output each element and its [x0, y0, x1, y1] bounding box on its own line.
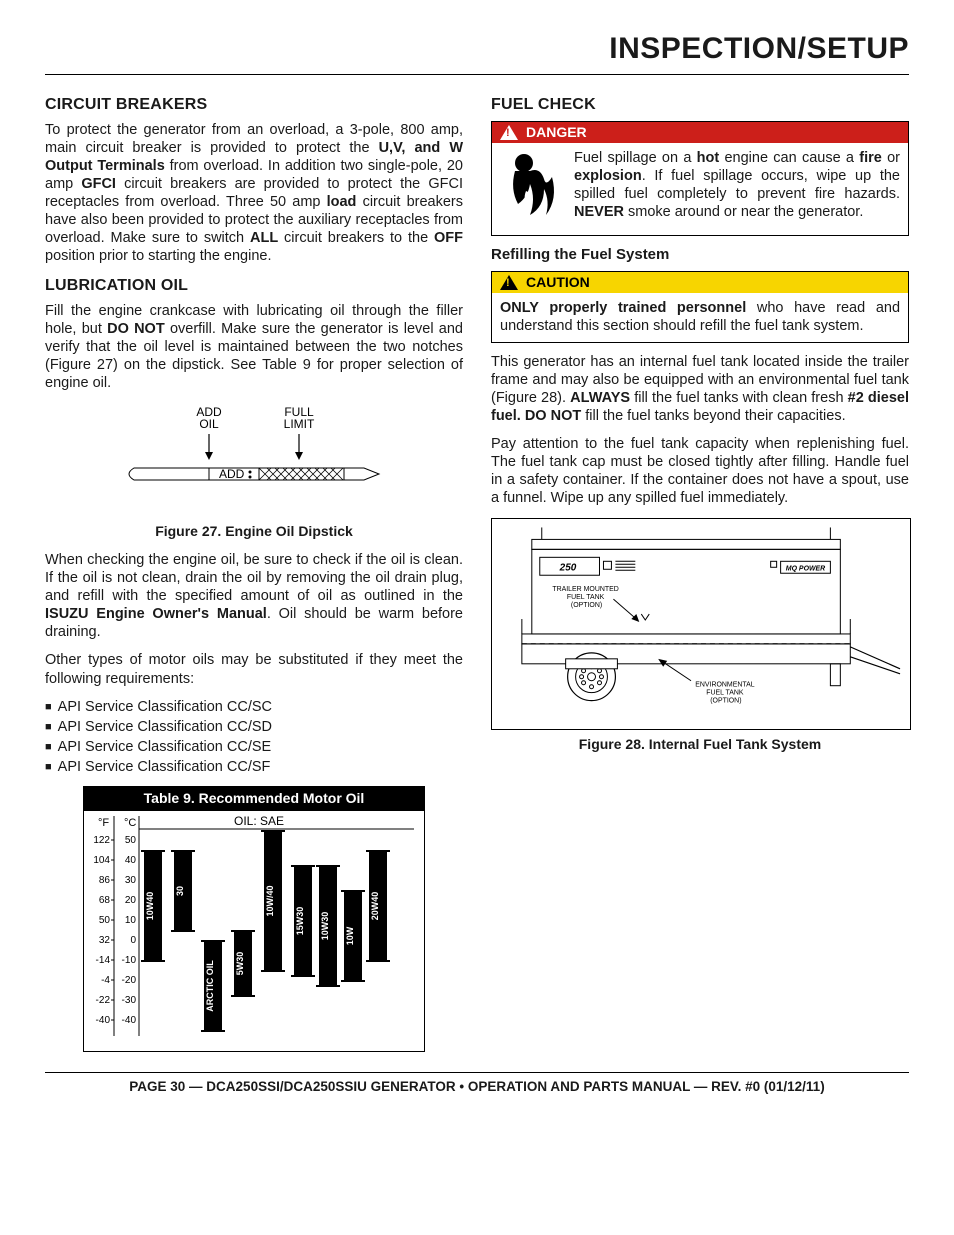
- text-bold: ALWAYS: [570, 390, 630, 406]
- para-circuit-breakers: To protect the generator from an overloa…: [45, 121, 463, 266]
- svg-text:15W30: 15W30: [295, 906, 305, 935]
- text-bold: OFF: [434, 230, 463, 246]
- table-9-box: Table 9. Recommended Motor Oil °F °C OIL…: [83, 786, 425, 1052]
- right-column: FUEL CHECK ! DANGER Fuel spillage on a h…: [491, 87, 909, 1052]
- para-pay-attention: Pay attention to the fuel tank capacity …: [491, 435, 909, 508]
- heading-lubrication-oil: LUBRICATION OIL: [45, 276, 463, 296]
- svg-text:OIL: SAE: OIL: SAE: [234, 814, 284, 828]
- caution-body: ONLY properly trained personnel who have…: [492, 293, 908, 341]
- warning-triangle-icon: !: [500, 125, 518, 140]
- svg-text:-30: -30: [122, 995, 137, 1006]
- warning-triangle-icon: !: [500, 275, 518, 290]
- left-column: CIRCUIT BREAKERS To protect the generato…: [45, 87, 463, 1052]
- svg-text:30: 30: [125, 875, 137, 886]
- svg-text:-22: -22: [96, 995, 111, 1006]
- fig28-trailer-label: TRAILER MOUNTED FUEL TANK (OPTION): [552, 586, 620, 609]
- text-bold: load: [327, 194, 357, 210]
- svg-text:-20: -20: [122, 975, 137, 986]
- two-column-layout: CIRCUIT BREAKERS To protect the generato…: [45, 87, 909, 1052]
- figure-27-caption: Figure 27. Engine Oil Dipstick: [45, 523, 463, 541]
- text-bold: GFCI: [81, 176, 116, 192]
- danger-body: Fuel spillage on a hot engine can cause …: [492, 143, 908, 235]
- text-bold: ONLY properly trained personnel: [500, 300, 746, 316]
- fig27-addmark: ADD: [219, 467, 245, 481]
- svg-text:-40: -40: [96, 1015, 111, 1026]
- caution-header: ! CAUTION: [492, 272, 908, 294]
- text: When checking the engine oil, be sure to…: [45, 552, 463, 604]
- text: fill the fuel tanks with clean fresh: [630, 390, 848, 406]
- svg-text:-14: -14: [96, 955, 111, 966]
- svg-text:50: 50: [125, 835, 137, 846]
- heading-circuit-breakers: CIRCUIT BREAKERS: [45, 95, 463, 115]
- svg-text:MQ POWER: MQ POWER: [786, 565, 825, 572]
- figure-27-dipstick: ADDOIL FULLLIMIT: [45, 402, 463, 517]
- svg-text:30: 30: [175, 886, 185, 896]
- danger-label: DANGER: [526, 124, 587, 142]
- svg-text:ARCTIC OIL: ARCTIC OIL: [205, 959, 215, 1011]
- fig28-env-label: ENVIRONMENTAL FUEL TANK (OPTION): [695, 681, 756, 704]
- svg-text:10: 10: [125, 915, 137, 926]
- fig27-full-label: FULLLIMIT: [284, 405, 315, 431]
- list-item: API Service Classification CC/SE: [45, 738, 463, 756]
- svg-text:40: 40: [125, 855, 137, 866]
- svg-text:5W30: 5W30: [235, 951, 245, 975]
- oil-chart: °F °C OIL: SAE 122 104 86 68 50 32 -14 -4 -22 -40…: [84, 811, 422, 1046]
- para-lubrication: Fill the engine crankcase with lubricati…: [45, 302, 463, 393]
- heading-refilling: Refilling the Fuel System: [491, 246, 909, 265]
- text-bold: ISUZU Engine Owner's Manual: [45, 606, 267, 622]
- text: fill the fuel tanks beyond their capacit…: [581, 408, 845, 424]
- list-item: API Service Classification CC/SD: [45, 718, 463, 736]
- svg-text:68: 68: [99, 895, 111, 906]
- svg-text:°C: °C: [124, 817, 136, 829]
- page-title: INSPECTION/SETUP: [45, 30, 909, 68]
- svg-text:10W40: 10W40: [145, 891, 155, 920]
- figure-28-caption: Figure 28. Internal Fuel Tank System: [491, 736, 909, 754]
- text-bold: DO NOT: [107, 321, 165, 337]
- svg-text:0: 0: [130, 935, 136, 946]
- fig27-add-label: ADDOIL: [196, 405, 222, 431]
- svg-text:10W/40: 10W/40: [265, 885, 275, 916]
- svg-text:20W40: 20W40: [370, 891, 380, 920]
- text-bold: ALL: [250, 230, 278, 246]
- danger-text: Fuel spillage on a hot engine can cause …: [574, 149, 900, 229]
- danger-alert: ! DANGER Fuel spillage on a hot engine c…: [491, 121, 909, 237]
- svg-text:10W: 10W: [345, 926, 355, 945]
- svg-text:-4: -4: [101, 975, 110, 986]
- svg-text:250: 250: [559, 562, 577, 573]
- list-item: API Service Classification CC/SF: [45, 758, 463, 776]
- svg-text:20: 20: [125, 895, 137, 906]
- heading-fuel-check: FUEL CHECK: [491, 95, 909, 115]
- svg-text:86: 86: [99, 875, 111, 886]
- svg-text:104: 104: [93, 855, 110, 866]
- svg-text:10W30: 10W30: [320, 911, 330, 940]
- para-check-oil: When checking the engine oil, be sure to…: [45, 551, 463, 642]
- text: circuit breakers to the: [278, 230, 434, 246]
- svg-text:50: 50: [99, 915, 111, 926]
- para-internal-tank: This generator has an internal fuel tank…: [491, 353, 909, 426]
- svg-text:32: 32: [99, 935, 111, 946]
- fire-person-icon: [500, 149, 564, 229]
- api-classification-list: API Service Classification CC/SC API Serv…: [45, 698, 463, 777]
- title-rule: [45, 74, 909, 75]
- list-item: API Service Classification CC/SC: [45, 698, 463, 716]
- svg-text:-40: -40: [122, 1015, 137, 1026]
- svg-text:122: 122: [93, 835, 110, 846]
- figure-28-trailer: 250 MQ POWER TRAILER MOUNTED FUEL TANK (…: [491, 518, 911, 730]
- svg-text:-10: -10: [122, 955, 137, 966]
- caution-alert: ! CAUTION ONLY properly trained personne…: [491, 271, 909, 343]
- text: position prior to starting the engine.: [45, 248, 272, 264]
- caution-label: CAUTION: [526, 274, 590, 292]
- svg-text:°F: °F: [98, 817, 109, 829]
- table-9-title: Table 9. Recommended Motor Oil: [84, 787, 424, 811]
- danger-header: ! DANGER: [492, 122, 908, 144]
- para-other-oils: Other types of motor oils may be substit…: [45, 651, 463, 687]
- page-footer: PAGE 30 — DCA250SSI/DCA250SSIU GENERATOR…: [45, 1072, 909, 1096]
